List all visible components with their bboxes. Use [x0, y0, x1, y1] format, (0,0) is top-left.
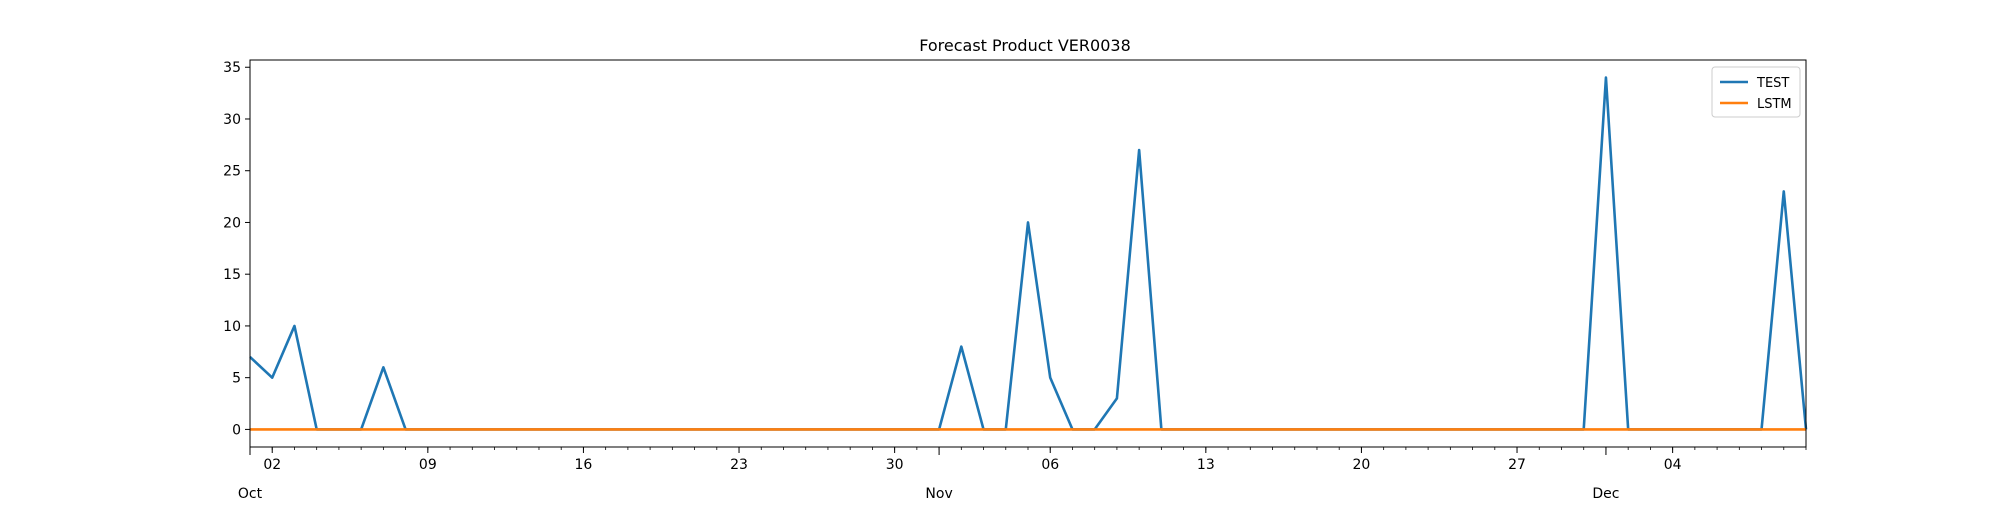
- axes-layer: 0 5 10 15 20 25 30 35 02 09 16 23 30 06 13 20 27 04 Oct Nov…: [223, 59, 1807, 502]
- y-tick-label: 35: [223, 60, 241, 76]
- chart-title: Forecast Product VER0038: [919, 36, 1131, 55]
- x-tick-label: 27: [1508, 457, 1526, 473]
- legend-box: [1711, 66, 1801, 118]
- legend-label-test: TEST: [1756, 76, 1789, 91]
- y-tick-label: 25: [223, 164, 241, 180]
- series-layer: [249, 76, 1808, 431]
- y-tick-label: 15: [223, 267, 241, 283]
- y-tick-label: 5: [232, 371, 241, 387]
- series-line-test: [249, 76, 1808, 431]
- x-tick-label: 20: [1353, 457, 1371, 473]
- y-tick-label: 30: [223, 112, 241, 128]
- x-tick-label: 09: [419, 457, 437, 473]
- y-tick-label: 20: [223, 215, 241, 231]
- x-tick-label: 30: [886, 457, 904, 473]
- x-month-label: Dec: [1592, 486, 1619, 500]
- x-tick-label: 23: [730, 457, 748, 473]
- x-month-label: Nov: [925, 486, 952, 500]
- x-tick-label: 06: [1041, 457, 1059, 473]
- legend-label-lstm: LSTM: [1757, 97, 1792, 112]
- x-tick-label: 13: [1197, 457, 1215, 473]
- plot-frame: [249, 59, 1807, 448]
- y-tick-label: 0: [232, 422, 241, 438]
- y-tick-label: 10: [223, 319, 241, 335]
- legend: TEST LSTM: [1711, 66, 1801, 118]
- x-tick-label: 02: [263, 457, 281, 473]
- x-tick-label: 04: [1664, 457, 1682, 473]
- x-tick-label: 16: [575, 457, 593, 473]
- x-month-label: Oct: [238, 486, 263, 500]
